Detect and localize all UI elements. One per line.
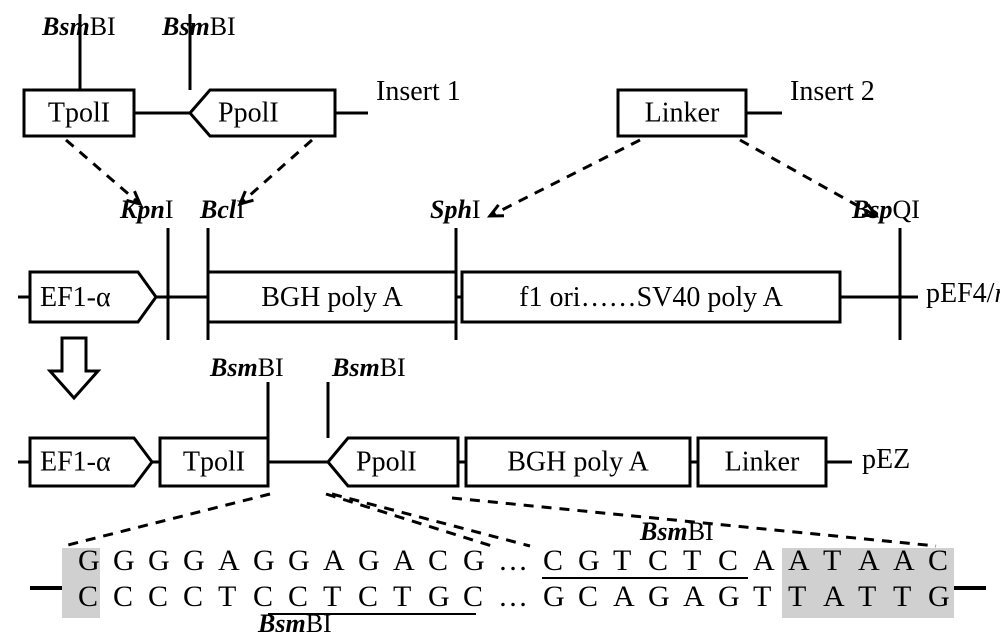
svg-text:A: A <box>788 544 810 577</box>
svg-text:T: T <box>218 580 236 613</box>
svg-text:C: C <box>543 544 563 577</box>
svg-text:BsmBI: BsmBI <box>639 517 714 546</box>
insert2-label: Insert 2 <box>790 76 875 107</box>
svg-text:G: G <box>463 544 485 577</box>
svg-text:EF1-α: EF1-α <box>40 282 111 313</box>
svg-text:…: … <box>498 580 528 613</box>
svg-text:G: G <box>358 544 380 577</box>
svg-text:T: T <box>393 580 411 613</box>
svg-text:C: C <box>928 544 948 577</box>
svg-text:BclI: BclI <box>199 195 245 224</box>
svg-text:C: C <box>648 544 668 577</box>
svg-text:T: T <box>613 544 631 577</box>
pef4-label: pEF4/myc His B <box>926 278 1000 309</box>
svg-text:BspQI: BspQI <box>851 195 920 224</box>
svg-text:A: A <box>393 544 415 577</box>
svg-text:BsmBI: BsmBI <box>257 609 332 632</box>
svg-text:G: G <box>648 580 670 613</box>
svg-text:A: A <box>753 544 775 577</box>
svg-text:G: G <box>288 544 310 577</box>
svg-text:G: G <box>78 544 100 577</box>
svg-text:BGH poly A: BGH poly A <box>507 447 649 478</box>
svg-text:T: T <box>823 544 841 577</box>
svg-text:C: C <box>183 580 203 613</box>
svg-text:G: G <box>428 580 450 613</box>
svg-text:TpolI: TpolI <box>48 97 110 128</box>
svg-text:BsmBI: BsmBI <box>209 353 284 382</box>
svg-text:C: C <box>358 580 378 613</box>
svg-text:C: C <box>148 580 168 613</box>
svg-text:C: C <box>428 544 448 577</box>
big-arrow-icon <box>50 338 98 398</box>
svg-text:G: G <box>543 580 565 613</box>
svg-text:G: G <box>148 544 170 577</box>
enzyme-label: BsmBI <box>161 12 236 41</box>
svg-text:EF1-α: EF1-α <box>40 447 111 478</box>
svg-text:A: A <box>683 580 705 613</box>
svg-text:TpolI: TpolI <box>183 447 245 478</box>
svg-text:A: A <box>858 544 880 577</box>
svg-text:T: T <box>788 580 806 613</box>
insert1-label: Insert 1 <box>376 76 461 107</box>
diagram-canvas: TpolI PpolI BsmBI BsmBI Insert 1 Linker Insert… <box>0 0 1000 632</box>
svg-text:f1 ori……SV40 poly A: f1 ori……SV40 poly A <box>519 282 783 313</box>
svg-text:T: T <box>683 544 701 577</box>
svg-text:T: T <box>858 580 876 613</box>
svg-text:T: T <box>893 580 911 613</box>
svg-text:A: A <box>823 580 845 613</box>
svg-text:SphI: SphI <box>430 195 481 224</box>
svg-text:…: … <box>498 544 528 577</box>
svg-text:A: A <box>893 544 915 577</box>
svg-text:C: C <box>113 580 133 613</box>
svg-text:G: G <box>253 544 275 577</box>
svg-text:G: G <box>578 544 600 577</box>
svg-text:C: C <box>463 580 483 613</box>
svg-text:A: A <box>323 544 345 577</box>
svg-text:C: C <box>78 580 98 613</box>
svg-text:Linker: Linker <box>725 447 800 478</box>
svg-text:A: A <box>613 580 635 613</box>
svg-text:KpnI: KpnI <box>119 195 173 224</box>
svg-text:BGH poly A: BGH poly A <box>261 282 403 313</box>
pez-label: pEZ <box>862 444 910 475</box>
svg-text:T: T <box>753 580 771 613</box>
svg-text:G: G <box>718 580 740 613</box>
svg-text:G: G <box>928 580 950 613</box>
svg-text:A: A <box>218 544 240 577</box>
svg-text:C: C <box>718 544 738 577</box>
svg-text:C: C <box>578 580 598 613</box>
enzyme-label: BsmBI <box>41 12 116 41</box>
svg-text:Linker: Linker <box>645 97 720 128</box>
svg-text:BsmBI: BsmBI <box>331 353 406 382</box>
svg-text:PpolI: PpolI <box>218 97 279 128</box>
svg-text:PpolI: PpolI <box>356 447 417 478</box>
svg-text:G: G <box>113 544 135 577</box>
svg-text:G: G <box>183 544 205 577</box>
